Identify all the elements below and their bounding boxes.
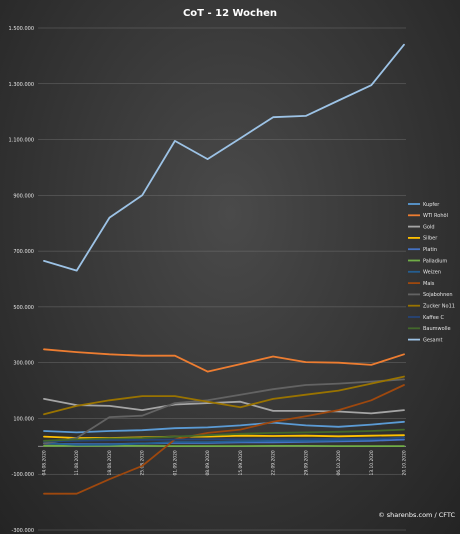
chart-title: CoT - 12 Wochen: [183, 8, 277, 19]
x-tick-label: 18.08.2020: [107, 450, 113, 475]
series-line-zucker-no11: [43, 375, 405, 416]
legend-label: Sojabohnen: [423, 292, 453, 298]
series-line-kaffee-c: [43, 437, 405, 443]
x-tick-label: 11.08.2020: [74, 450, 80, 475]
x-tick-label: 13.10.2020: [369, 450, 375, 475]
series-lines: [43, 43, 405, 495]
y-tick-label: 1.100.000: [9, 138, 34, 144]
series-line-gesamt: [43, 43, 405, 272]
x-tick-label: 25.08.2020: [140, 450, 146, 475]
legend-label: Gesamt: [423, 337, 442, 343]
legend-label: Gold: [423, 224, 435, 230]
y-tick-label: 300.000: [13, 361, 34, 367]
x-tick-label: 15.09.2020: [238, 450, 244, 475]
legend-label: Weizen: [423, 270, 441, 276]
series-line-baumwolle: [43, 428, 405, 442]
x-tick-label: 08.09.2020: [205, 450, 211, 475]
y-tick-label: 1.500.000: [9, 26, 34, 32]
series-line-gold: [43, 397, 405, 415]
legend-label: Kupfer: [423, 202, 440, 208]
y-tick-label: 1.300.000: [9, 82, 34, 88]
x-tick-label: 01.09.2020: [172, 450, 178, 475]
y-axis: -300.000 -100.000 100.000 300.000 500.000 700…: [9, 26, 34, 534]
x-tick-label: 29.09.2020: [303, 450, 309, 475]
series-line-kupfer: [43, 420, 405, 434]
legend: Kupfer WTI Rohöl Gold Silber Platin Palladium…: [408, 202, 455, 343]
legend-label: Silber: [423, 236, 438, 242]
legend-label: WTI Rohöl: [423, 213, 448, 219]
series-line-weizen: [43, 436, 405, 446]
y-tick-label: 100.000: [13, 416, 34, 422]
y-tick-label: 900.000: [13, 193, 34, 199]
legend-label: Platin: [423, 247, 437, 253]
x-axis: 04.08.2020 11.08.2020 18.08.2020 25.08.2020…: [42, 450, 408, 475]
credit-text: © sharenbs.com / CFTC: [378, 511, 455, 519]
series-line-silber: [43, 434, 405, 439]
legend-label: Zucker No11: [423, 304, 455, 310]
y-tick-label: 500.000: [13, 305, 34, 311]
legend-label: Palladium: [423, 258, 447, 264]
legend-label: Mais: [423, 281, 435, 287]
x-tick-label: 06.10.2020: [336, 450, 342, 475]
series-line-wti-rohöl: [43, 348, 405, 373]
x-tick-label: 04.08.2020: [42, 450, 48, 475]
y-tick-label: -100.000: [12, 472, 34, 478]
series-line-sojabohnen: [43, 378, 405, 445]
x-tick-label: 20.10.2020: [402, 450, 408, 475]
grid: [38, 27, 406, 531]
legend-label: Kaffee C: [423, 315, 444, 321]
x-tick-label: 22.09.2020: [271, 450, 277, 475]
legend-label: Baumwolle: [423, 326, 451, 332]
y-tick-label: 700.000: [13, 249, 34, 255]
series-line-mais: [43, 384, 405, 495]
y-tick-label: -300.000: [12, 528, 34, 534]
